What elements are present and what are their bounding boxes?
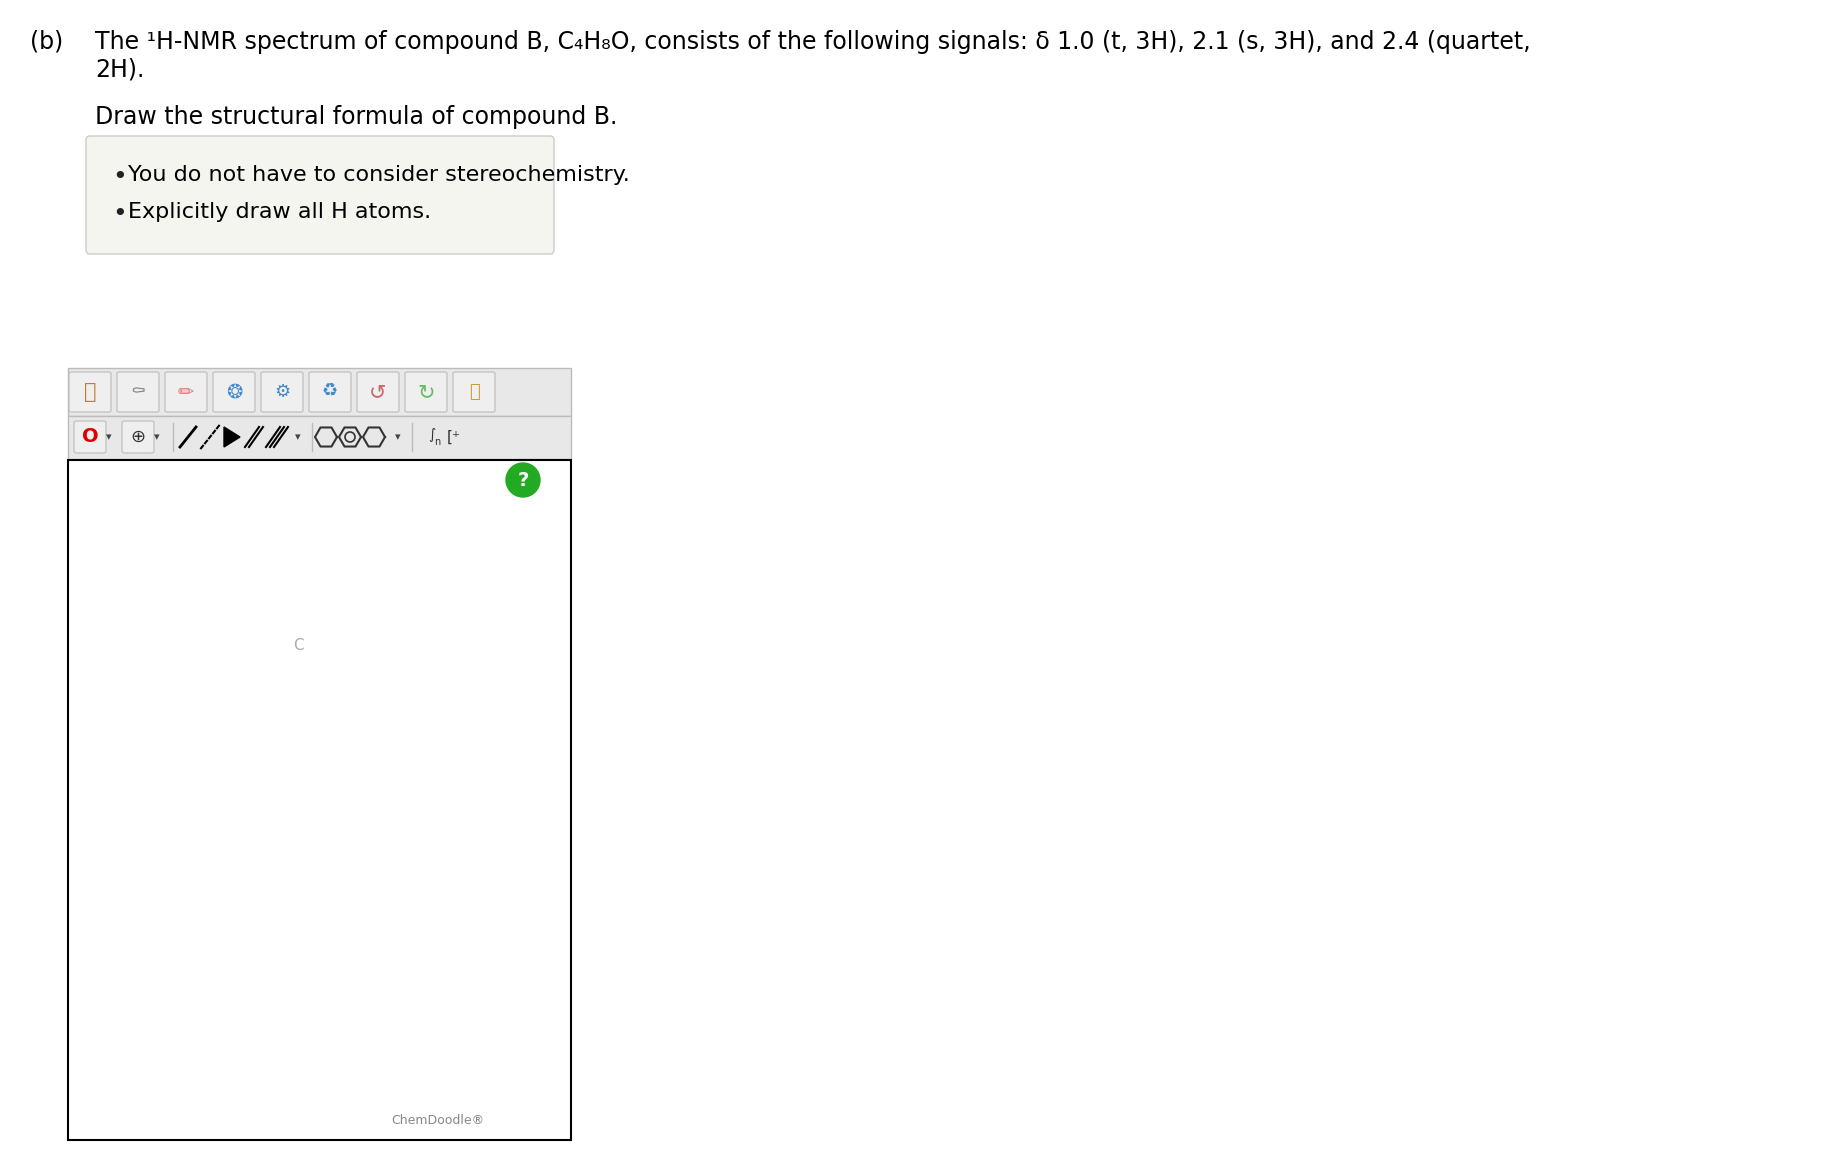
Text: ⚙: ⚙ [274,383,290,401]
FancyBboxPatch shape [406,372,446,412]
Text: ▾: ▾ [106,432,112,442]
Text: n: n [433,437,441,447]
FancyBboxPatch shape [213,372,255,412]
Text: O: O [81,427,99,447]
Text: 2H).: 2H). [95,58,145,82]
Text: 📋: 📋 [468,383,479,401]
FancyBboxPatch shape [308,372,351,412]
FancyBboxPatch shape [453,372,496,412]
Text: ↻: ↻ [417,382,435,402]
Text: Draw the structural formula of compound B.: Draw the structural formula of compound … [95,105,617,129]
Text: You do not have to consider stereochemistry.: You do not have to consider stereochemis… [129,164,630,185]
Text: ⚰: ⚰ [130,383,145,401]
Text: ✏: ✏ [178,382,195,402]
FancyBboxPatch shape [121,422,154,453]
Bar [68,416,571,459]
Bar [68,460,571,1139]
Text: [⁺: [⁺ [446,430,461,445]
FancyBboxPatch shape [73,422,106,453]
Text: ▾: ▾ [395,432,400,442]
Text: ▾: ▾ [154,432,160,442]
Text: •: • [112,164,127,189]
Text: ✋: ✋ [84,382,95,402]
Text: ❂: ❂ [226,382,242,402]
Text: ChemDoodle®: ChemDoodle® [391,1114,485,1127]
Text: ?: ? [518,470,529,490]
Text: ∫: ∫ [428,428,435,442]
FancyBboxPatch shape [356,372,398,412]
Text: •: • [112,201,127,226]
FancyBboxPatch shape [165,372,207,412]
Text: ⊕: ⊕ [130,428,145,446]
Text: (b): (b) [29,30,62,54]
Text: C: C [292,638,303,652]
Polygon shape [224,427,241,447]
Text: ▾: ▾ [296,432,301,442]
FancyBboxPatch shape [261,372,303,412]
Text: The ¹H-NMR spectrum of compound B, C₄H₈O, consists of the following signals: δ 1: The ¹H-NMR spectrum of compound B, C₄H₈O… [95,30,1531,54]
Text: ♻: ♻ [321,383,338,401]
FancyBboxPatch shape [118,372,160,412]
Text: Explicitly draw all H atoms.: Explicitly draw all H atoms. [129,201,431,222]
FancyBboxPatch shape [86,135,554,254]
Circle shape [507,463,540,497]
Bar [68,368,571,416]
FancyBboxPatch shape [70,372,110,412]
Text: ↺: ↺ [369,382,387,402]
